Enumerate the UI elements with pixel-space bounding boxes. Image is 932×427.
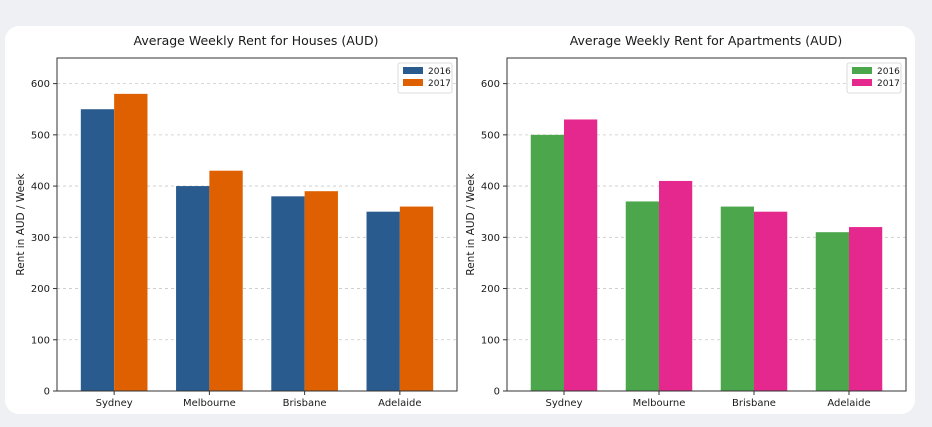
bar-2017-melbourne [659, 180, 693, 391]
plot-frame [56, 57, 458, 392]
legend-swatch-2016 [403, 67, 423, 74]
y-tick-label: 600 [31, 79, 50, 90]
y-axis-label: Rent in AUD / Week [465, 172, 477, 275]
x-tick-label: Adelaide [827, 398, 870, 409]
chart-panel-2: 0 100 200 300 400 500 600 Sydney Melbourne Brisba… [465, 33, 907, 409]
chart-panel-1: 0 100 200 300 400 500 600 Sydney Melbourne Brisba… [15, 33, 458, 409]
legend-label: 2016 [428, 67, 451, 77]
legend: 2016 2017 [846, 62, 902, 94]
bar-2016-brisbane [271, 196, 305, 391]
y-tick-label: 0 [44, 387, 50, 398]
y-tick-label: 400 [481, 182, 500, 193]
y-tick-label: 500 [481, 130, 500, 141]
y-tick-label: 0 [494, 387, 500, 398]
legend-label: 2017 [428, 79, 451, 89]
bar-2016-melbourne [625, 201, 659, 391]
bar-2017-brisbane [304, 191, 338, 391]
y-tick-label: 300 [31, 233, 50, 244]
bar-2017-sydney [114, 93, 148, 391]
y-tick-label: 100 [481, 335, 500, 346]
x-tick-label: Sydney [545, 398, 582, 409]
x-tick-label: Brisbane [283, 398, 327, 409]
legend-swatch-2017 [403, 79, 423, 86]
x-tick-label: Sydney [96, 398, 133, 409]
bar-2016-brisbane [720, 206, 754, 391]
y-tick-label: 400 [31, 182, 50, 193]
bar-2017-adelaide [849, 227, 883, 391]
legend: 2016 2017 [397, 62, 453, 94]
y-tick-label: 200 [481, 284, 500, 295]
plot-frame [506, 57, 907, 392]
y-tick-label: 200 [31, 284, 50, 295]
legend-swatch-2016 [852, 67, 872, 74]
x-tick-label: Brisbane [732, 398, 776, 409]
x-tick-label: Melbourne [633, 398, 686, 409]
bar-2017-brisbane [754, 211, 788, 391]
bar-2017-adelaide [399, 206, 434, 391]
bar-2017-melbourne [209, 170, 243, 391]
y-tick-label: 500 [31, 130, 50, 141]
bar-2016-sydney [530, 134, 564, 391]
legend-swatch-2017 [852, 79, 872, 86]
bar-2016-adelaide [815, 232, 849, 391]
bar-2016-adelaide [366, 211, 400, 391]
y-tick-label: 600 [481, 79, 500, 90]
y-axis-label: Rent in AUD / Week [15, 172, 27, 275]
legend-label: 2017 [877, 79, 900, 89]
x-tick-label: Adelaide [378, 398, 421, 409]
bar-2016-melbourne [176, 186, 210, 391]
x-tick-label: Melbourne [183, 398, 236, 409]
y-tick-label: 300 [481, 233, 500, 244]
bar-2016-sydney [80, 109, 115, 391]
legend-label: 2016 [877, 67, 900, 77]
bar-2017-sydney [564, 119, 598, 391]
chart-title: Average Weekly Rent for Apartments (AUD) [570, 33, 843, 48]
chart-title: Average Weekly Rent for Houses (AUD) [134, 33, 379, 48]
y-tick-label: 100 [31, 335, 50, 346]
